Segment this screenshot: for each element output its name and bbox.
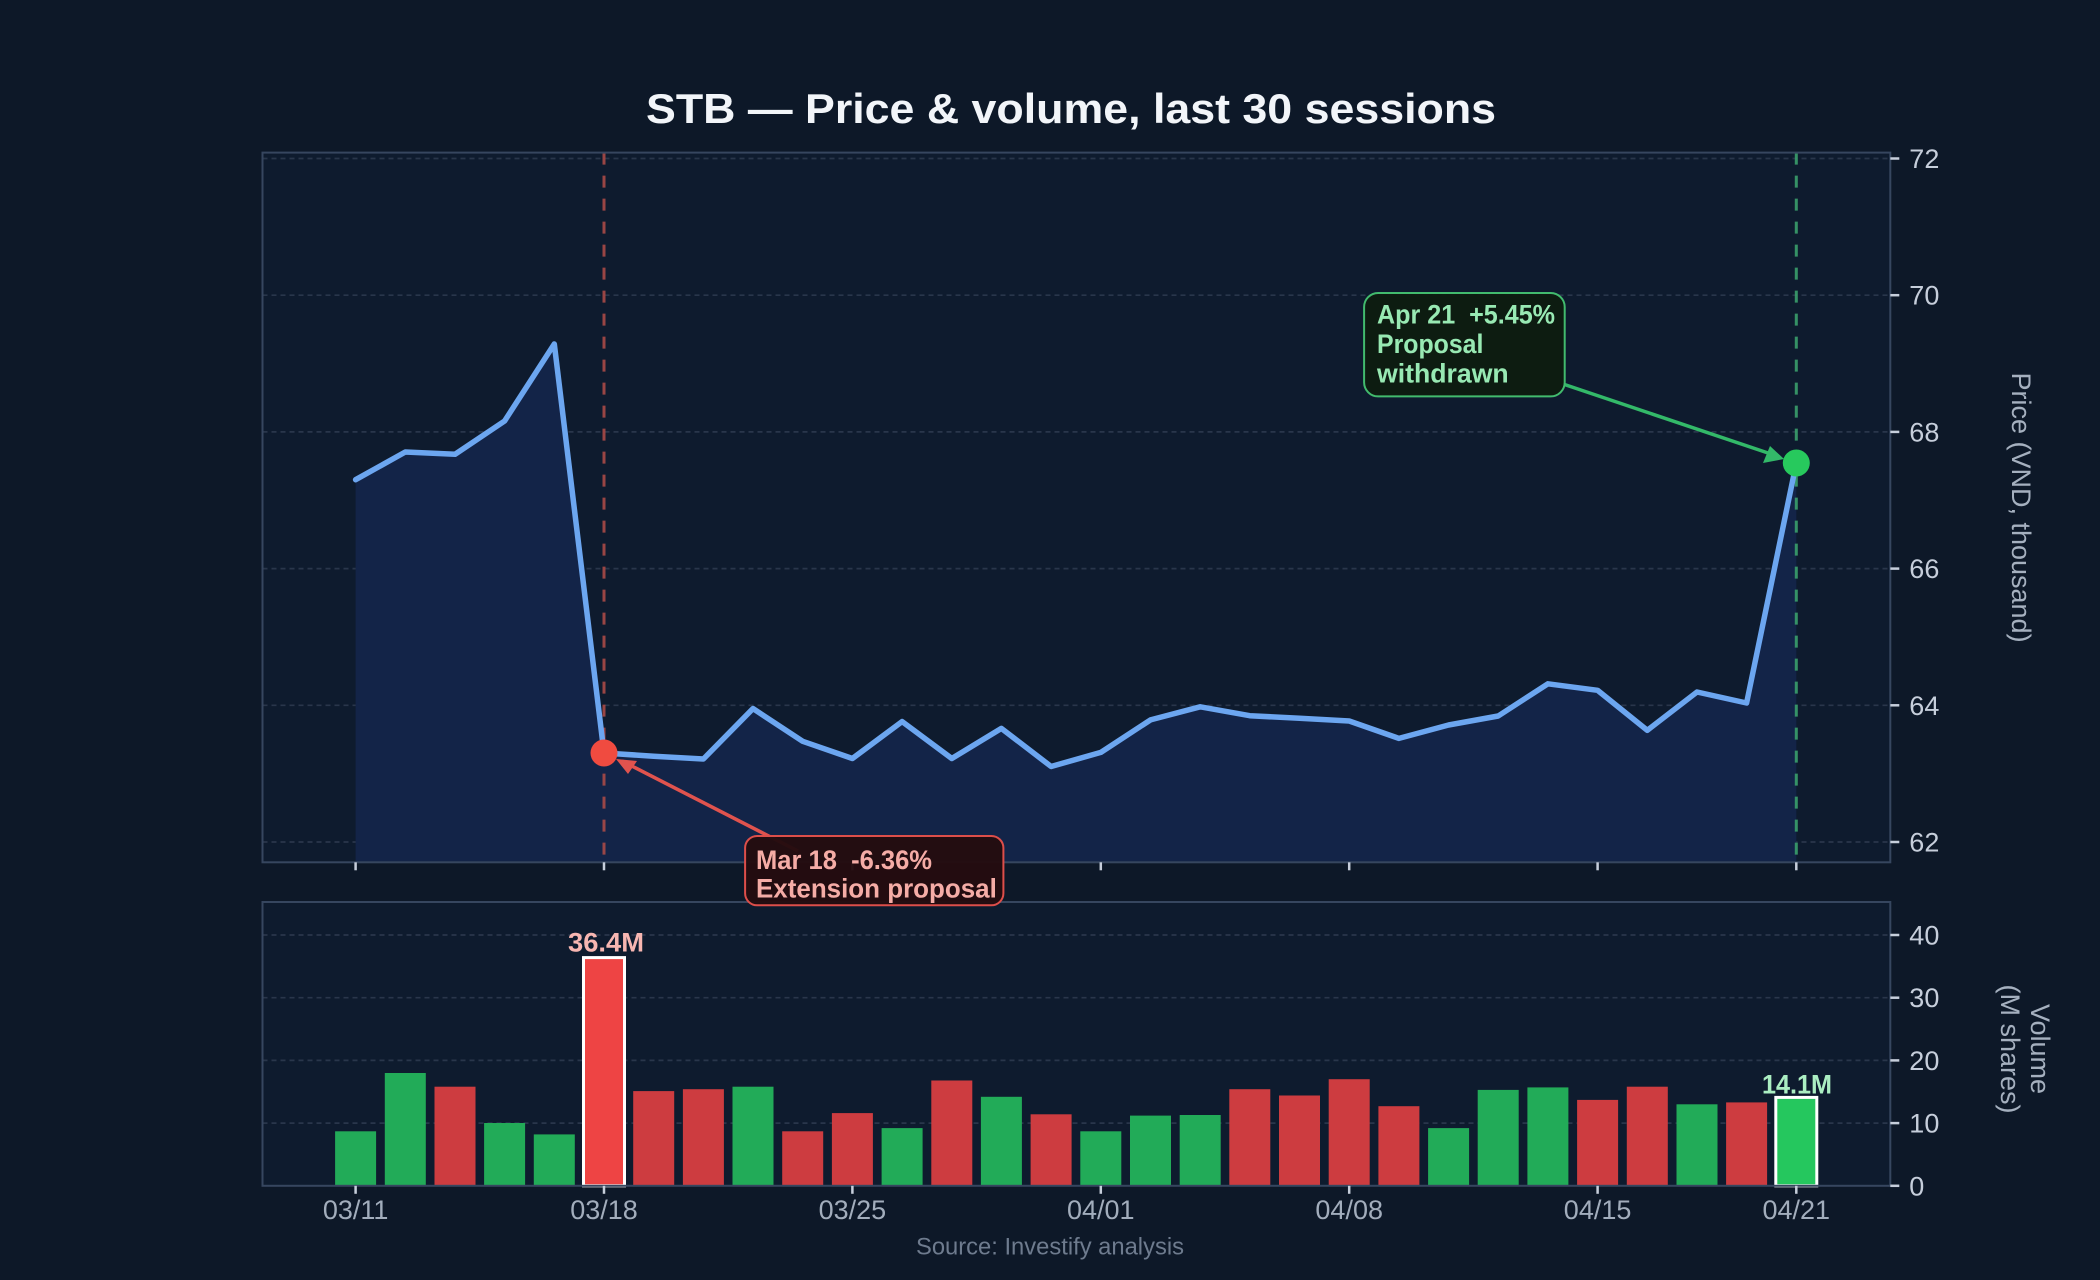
svg-text:(M shares): (M shares) bbox=[1995, 984, 2025, 1113]
svg-text:04/15: 04/15 bbox=[1564, 1195, 1632, 1225]
svg-text:03/18: 03/18 bbox=[570, 1195, 638, 1225]
svg-text:STB — Price & volume, last 30: STB — Price & volume, last 30 sessions bbox=[646, 85, 1496, 132]
svg-text:68: 68 bbox=[1909, 417, 1939, 447]
svg-text:03/11: 03/11 bbox=[323, 1195, 389, 1225]
svg-text:Proposal: Proposal bbox=[1377, 329, 1483, 359]
svg-text:70: 70 bbox=[1909, 281, 1939, 311]
svg-text:Source: Investify analysis: Source: Investify analysis bbox=[916, 1234, 1184, 1261]
svg-text:14.1M: 14.1M bbox=[1762, 1069, 1832, 1099]
svg-text:66: 66 bbox=[1909, 554, 1939, 584]
svg-text:04/08: 04/08 bbox=[1315, 1195, 1383, 1225]
svg-text:Apr 21 +5.45%: Apr 21 +5.45% bbox=[1377, 299, 1555, 329]
svg-text:40: 40 bbox=[1909, 921, 1939, 951]
svg-text:64: 64 bbox=[1909, 691, 1939, 721]
svg-text:62: 62 bbox=[1909, 828, 1939, 858]
svg-text:Price (VND, thousand): Price (VND, thousand) bbox=[2006, 372, 2036, 642]
svg-text:Volume: Volume bbox=[2025, 1004, 2055, 1094]
svg-text:0: 0 bbox=[1909, 1171, 1924, 1201]
svg-text:withdrawn: withdrawn bbox=[1376, 359, 1509, 389]
svg-text:72: 72 bbox=[1909, 144, 1939, 174]
svg-text:04/01: 04/01 bbox=[1067, 1195, 1135, 1225]
svg-text:Extension proposal: Extension proposal bbox=[756, 874, 997, 904]
svg-text:30: 30 bbox=[1909, 983, 1939, 1013]
svg-text:20: 20 bbox=[1909, 1046, 1939, 1076]
svg-text:03/25: 03/25 bbox=[819, 1195, 887, 1225]
svg-text:36.4M: 36.4M bbox=[568, 928, 644, 958]
svg-text:Mar 18 -6.36%: Mar 18 -6.36% bbox=[756, 845, 932, 875]
svg-text:10: 10 bbox=[1909, 1109, 1939, 1139]
svg-text:04/21: 04/21 bbox=[1763, 1195, 1831, 1225]
